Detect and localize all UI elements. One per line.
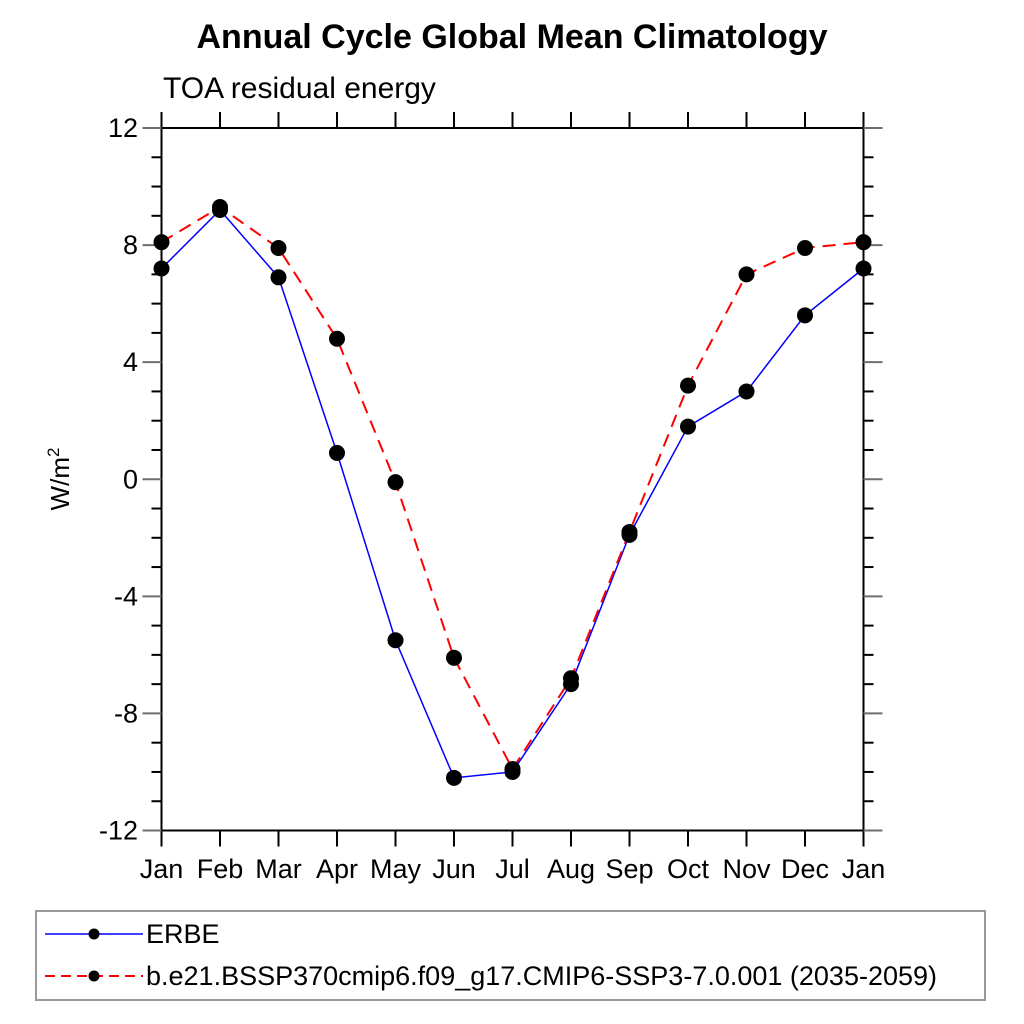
series-0-marker — [738, 383, 755, 400]
series-1-marker — [153, 234, 170, 251]
legend-box: ERBE b.e21.BSSP370cmip6.f09_g17.CMIP6-SS… — [35, 910, 986, 1001]
series-0-marker — [270, 269, 287, 286]
plot-box — [160, 127, 865, 832]
series-0-marker — [387, 632, 404, 649]
legend-line-sample-model — [45, 970, 143, 982]
y-tick-label: -8 — [114, 698, 138, 728]
y-tick-label: 0 — [123, 464, 138, 494]
y-tick-label: -4 — [114, 581, 138, 611]
series-1-marker — [387, 474, 404, 491]
x-tick-label: Dec — [781, 854, 829, 884]
legend-label-model: b.e21.BSSP370cmip6.f09_g17.CMIP6-SSP3-7.… — [146, 961, 938, 991]
x-tick-label: Jun — [432, 854, 476, 884]
x-tick-label: Oct — [667, 854, 710, 884]
legend-entry-model: b.e21.BSSP370cmip6.f09_g17.CMIP6-SSP3-7.… — [40, 956, 937, 996]
legend-label-erbe: ERBE — [146, 919, 220, 949]
series-1-marker — [797, 240, 813, 257]
x-tick-label: Nov — [722, 854, 771, 884]
x-tick-label: Sep — [605, 854, 653, 884]
x-tick-label: Feb — [197, 854, 244, 884]
y-tick-label: 12 — [108, 113, 138, 143]
series-0-marker — [680, 418, 696, 435]
series-0-marker — [855, 260, 872, 277]
x-tick-label: Aug — [547, 854, 595, 884]
series-0-marker — [153, 260, 170, 277]
series-1-marker — [621, 523, 638, 540]
legend-sample-marker — [88, 928, 100, 940]
x-tick-label: Jan — [140, 854, 184, 884]
x-tick-label: May — [370, 854, 422, 884]
legend-sample-marker — [88, 970, 100, 982]
series-0-marker — [797, 307, 813, 324]
x-tick-label: Jan — [842, 854, 886, 884]
series-1-marker — [504, 761, 521, 778]
series-1-marker — [329, 330, 345, 347]
y-tick-label: 8 — [123, 230, 138, 260]
series-1-marker — [563, 670, 579, 687]
series-1-marker — [446, 649, 462, 666]
legend-line-sample-erbe — [45, 928, 143, 940]
series-1-marker — [270, 240, 287, 257]
series-1-marker — [738, 266, 755, 283]
series-0-marker — [446, 769, 462, 786]
x-tick-label: Apr — [316, 854, 358, 884]
legend-entry-erbe: ERBE — [40, 914, 220, 954]
chart-title: Annual Cycle Global Mean Climatology — [196, 18, 828, 56]
series-1-marker — [212, 199, 228, 216]
series-0-marker — [329, 444, 345, 461]
series-line-0 — [160, 208, 864, 779]
x-tick-label: Mar — [255, 854, 302, 884]
y-tick-label: 4 — [123, 347, 138, 377]
x-tick-label: Jul — [495, 854, 530, 884]
series-1-marker — [680, 377, 696, 394]
chart-subtitle: TOA residual energy — [163, 72, 436, 105]
series-line-1 — [160, 205, 864, 772]
series-1-marker — [855, 234, 872, 251]
y-tick-label: -12 — [99, 816, 138, 846]
